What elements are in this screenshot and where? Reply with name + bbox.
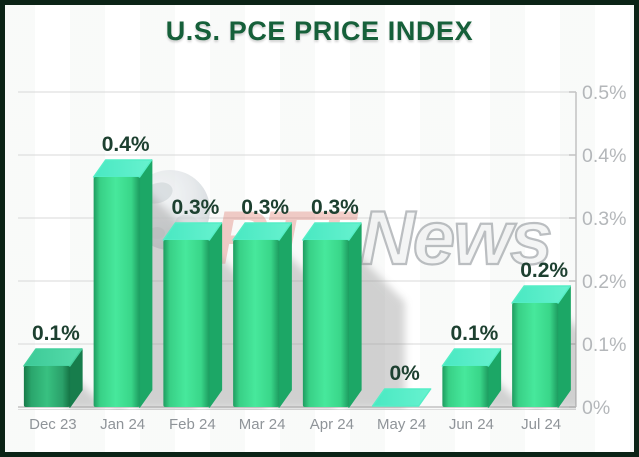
x-axis-label: Mar 24 xyxy=(239,416,286,433)
bar-front-face xyxy=(23,366,70,407)
bar-value-label: 0.3% xyxy=(311,196,359,219)
bar-group: 0.1% Dec 23 xyxy=(23,322,126,433)
bar-side-face xyxy=(557,285,571,408)
y-axis-tick-label: 0.3% xyxy=(582,208,626,230)
bar-group: 0.2% Jul 24 xyxy=(511,259,576,433)
page-title: U.S. PCE PRICE INDEX xyxy=(165,16,474,46)
bar-side-face xyxy=(278,222,292,408)
x-axis-label: Feb 24 xyxy=(169,416,216,433)
bar-shadow xyxy=(67,370,126,410)
bar-value-label: 0.2% xyxy=(520,259,568,282)
y-axis-tick-label: 0.1% xyxy=(582,334,626,356)
bar-side-face xyxy=(138,159,153,408)
y-axis-tick-label: 0% xyxy=(582,397,610,419)
bar-value-label: 0.3% xyxy=(171,196,219,219)
bar-value-label: 0.1% xyxy=(450,322,498,345)
bar-side-face xyxy=(348,222,362,408)
bar-front-face xyxy=(93,177,140,407)
y-axis-tick-label: 0.2% xyxy=(582,271,626,293)
bar-group: 0% May 24 xyxy=(371,362,432,433)
x-axis-label: Jul 24 xyxy=(521,416,561,433)
bar-front-face xyxy=(442,366,489,407)
bar-front-face xyxy=(163,240,210,407)
x-axis-label: Jan 24 xyxy=(100,416,145,433)
bar-value-label: 0.4% xyxy=(102,133,150,156)
bar-shadow xyxy=(486,370,545,410)
bar-side-face xyxy=(208,222,223,408)
bar-front-face xyxy=(512,303,559,407)
x-axis-label: Jun 24 xyxy=(449,416,494,433)
y-axis-tick-label: 0.4% xyxy=(582,145,626,167)
y-axis-tick-label: 0.5% xyxy=(582,82,626,104)
bar-value-label: 0.1% xyxy=(32,322,80,345)
bar-front-face xyxy=(302,240,349,407)
bar-front-face xyxy=(233,240,280,407)
bar-group: 0.3% Apr 24 xyxy=(302,196,405,433)
x-axis-label: Dec 23 xyxy=(29,416,77,433)
bar-group: 0.1% Jun 24 xyxy=(441,322,545,433)
x-axis-label: Apr 24 xyxy=(310,416,354,433)
bar-value-label: 0.3% xyxy=(241,196,289,219)
x-axis-label: May 24 xyxy=(377,416,426,433)
watermark-brand-gray: News xyxy=(360,196,551,281)
bar-top-face xyxy=(371,388,432,407)
bar-value-label: 0% xyxy=(389,362,420,385)
